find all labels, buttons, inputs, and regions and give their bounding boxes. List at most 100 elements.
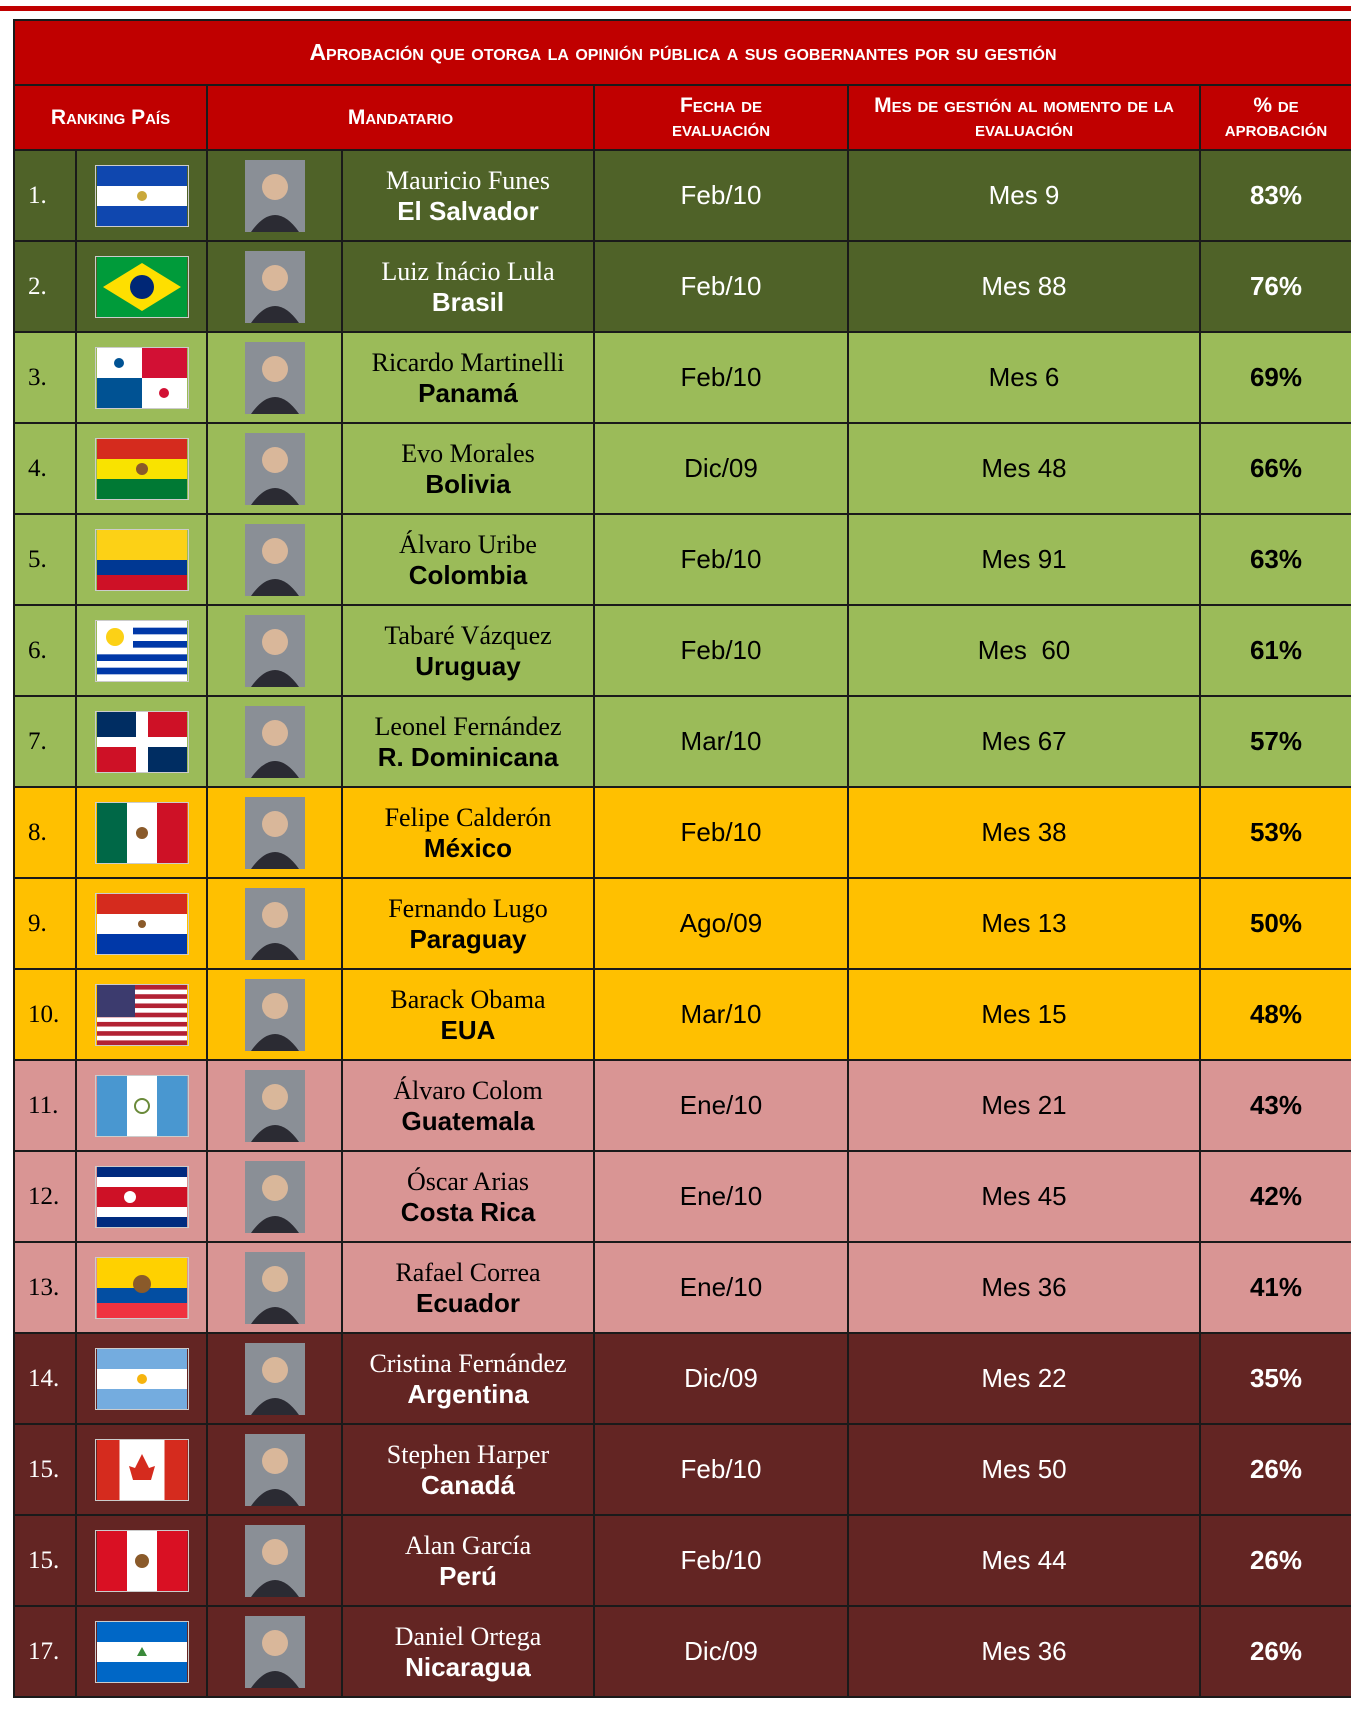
portrait-cell [207, 1424, 342, 1515]
portrait-cell [207, 1515, 342, 1606]
portrait [245, 1070, 305, 1142]
portrait [245, 433, 305, 505]
leader-name: Daniel Ortega [343, 1622, 593, 1652]
header: Mandatario [207, 85, 594, 150]
portrait [245, 615, 305, 687]
leader-name: Luiz Inácio Lula [343, 257, 593, 287]
flag [95, 620, 189, 682]
header: Ranking País [14, 85, 207, 150]
evaluation-date: Feb/10 [594, 1424, 848, 1515]
rank: 11. [14, 1060, 76, 1151]
management-month: Mes 44 [848, 1515, 1200, 1606]
rank: 5. [14, 514, 76, 605]
portrait-cell [207, 696, 342, 787]
leader-name: Felipe Calderón [343, 803, 593, 833]
header: Fecha de evaluación [594, 85, 848, 150]
table-title: Aprobación que otorga la opinión pública… [14, 20, 1351, 85]
flag [95, 347, 189, 409]
country: México [343, 833, 593, 863]
evaluation-date: Dic/09 [594, 423, 848, 514]
flag [95, 1530, 189, 1592]
approval: 76% [1200, 241, 1351, 332]
management-month: Mes 48 [848, 423, 1200, 514]
flag [95, 984, 189, 1046]
evaluation-date: Dic/09 [594, 1606, 848, 1697]
approval: 61% [1200, 605, 1351, 696]
portrait [245, 251, 305, 323]
evaluation-date: Feb/10 [594, 605, 848, 696]
flag [95, 529, 189, 591]
flag-cell [76, 605, 207, 696]
portrait-cell [207, 1242, 342, 1333]
approval: 35% [1200, 1333, 1351, 1424]
flag [95, 1348, 189, 1410]
portrait [245, 979, 305, 1051]
management-month: Mes 21 [848, 1060, 1200, 1151]
management-month: Mes 6 [848, 332, 1200, 423]
top-rule [0, 6, 1351, 11]
country: Argentina [343, 1379, 593, 1409]
portrait-cell [207, 241, 342, 332]
leader-name: Fernando Lugo [343, 894, 593, 924]
rank: 15. [14, 1424, 76, 1515]
rank: 13. [14, 1242, 76, 1333]
management-month: Mes 9 [848, 150, 1200, 241]
leader-name: Cristina Fernández [343, 1349, 593, 1379]
management-month: Mes 15 [848, 969, 1200, 1060]
portrait-cell [207, 423, 342, 514]
leader-name: Leonel Fernández [343, 712, 593, 742]
approval: 50% [1200, 878, 1351, 969]
rank: 9. [14, 878, 76, 969]
portrait-cell [207, 1333, 342, 1424]
country: Canadá [343, 1470, 593, 1500]
portrait-cell [207, 332, 342, 423]
flag [95, 1257, 189, 1319]
evaluation-date: Ene/10 [594, 1151, 848, 1242]
flag [95, 1439, 189, 1501]
management-month: Mes 36 [848, 1242, 1200, 1333]
evaluation-date: Feb/10 [594, 332, 848, 423]
portrait-cell [207, 1060, 342, 1151]
flag-cell [76, 1060, 207, 1151]
leader-name: Óscar Arias [343, 1167, 593, 1197]
portrait [245, 1525, 305, 1597]
leader-name: Álvaro Colom [343, 1076, 593, 1106]
portrait-cell [207, 1606, 342, 1697]
rank: 17. [14, 1606, 76, 1697]
evaluation-date: Ene/10 [594, 1242, 848, 1333]
flag [95, 802, 189, 864]
flag-cell [76, 1606, 207, 1697]
country: Perú [343, 1561, 593, 1591]
evaluation-date: Ago/09 [594, 878, 848, 969]
country: El Salvador [343, 196, 593, 226]
portrait-cell [207, 150, 342, 241]
portrait-cell [207, 969, 342, 1060]
flag-cell [76, 423, 207, 514]
management-month: Mes 60 [848, 605, 1200, 696]
flag [95, 256, 189, 318]
portrait-cell [207, 878, 342, 969]
portrait [245, 1252, 305, 1324]
rank: 8. [14, 787, 76, 878]
management-month: Mes 67 [848, 696, 1200, 787]
portrait [245, 1434, 305, 1506]
